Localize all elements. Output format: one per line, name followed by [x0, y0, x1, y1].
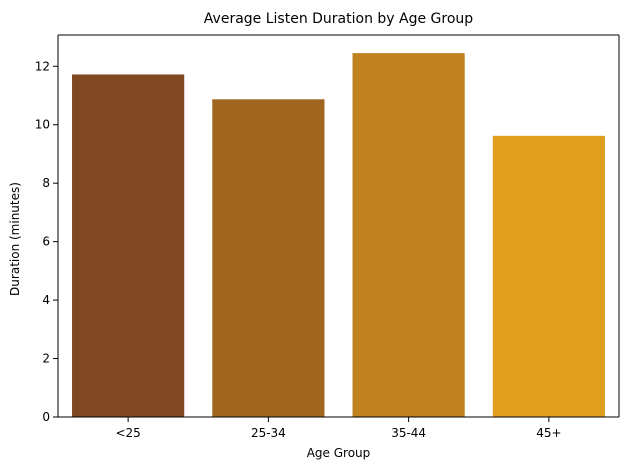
x-axis: <25 25-34 35-44 45+ — [58, 34, 619, 440]
y-tick-label-3: 6 — [42, 235, 50, 249]
y-tick-label-1: 2 — [42, 352, 50, 366]
x-axis-label: Age Group — [307, 446, 371, 460]
bar-1 — [212, 99, 325, 418]
y-tick-label-4: 8 — [42, 176, 50, 190]
y-axis: 0 2 4 6 8 10 12 — [35, 35, 620, 424]
y-axis-label: Duration (minutes) — [8, 182, 22, 296]
x-tick-label-1: 25-34 — [251, 426, 286, 440]
bars-group — [72, 53, 605, 418]
y-tick-label-2: 4 — [42, 293, 50, 307]
bar-0 — [72, 74, 185, 418]
y-tick-label-5: 10 — [35, 118, 50, 132]
x-tick-label-2: 35-44 — [391, 426, 426, 440]
x-tick-label-0: <25 — [115, 426, 140, 440]
bar-2 — [352, 53, 465, 418]
x-tick-label-3: 45+ — [536, 426, 561, 440]
y-tick-label-0: 0 — [42, 410, 50, 424]
chart-title: Average Listen Duration by Age Group — [204, 11, 473, 27]
bar-3 — [492, 135, 605, 417]
y-tick-label-6: 12 — [35, 59, 50, 73]
